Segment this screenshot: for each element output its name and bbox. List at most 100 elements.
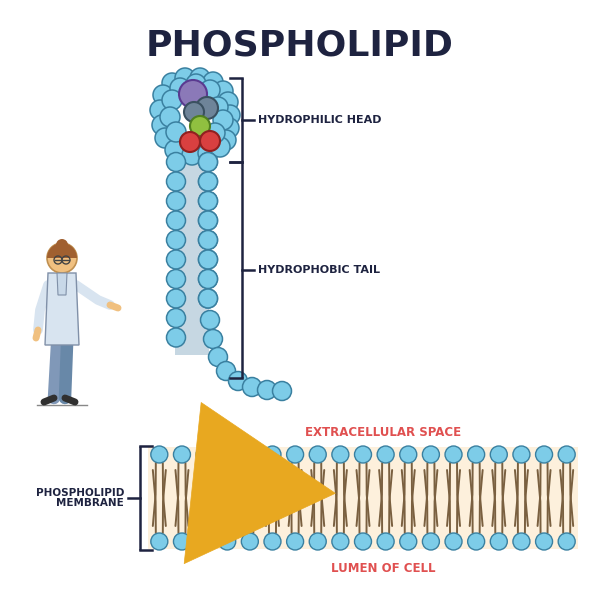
Text: HYDROPHILIC HEAD: HYDROPHILIC HEAD bbox=[258, 115, 382, 125]
Circle shape bbox=[199, 211, 218, 230]
Circle shape bbox=[287, 446, 304, 463]
Circle shape bbox=[264, 446, 281, 463]
Circle shape bbox=[210, 137, 230, 157]
Circle shape bbox=[199, 152, 218, 172]
Circle shape bbox=[167, 328, 185, 347]
Circle shape bbox=[199, 230, 218, 250]
Circle shape bbox=[199, 269, 218, 289]
Circle shape bbox=[165, 140, 185, 160]
Circle shape bbox=[309, 446, 326, 463]
Circle shape bbox=[309, 533, 326, 550]
Circle shape bbox=[167, 152, 185, 172]
Circle shape bbox=[162, 73, 182, 93]
Circle shape bbox=[184, 102, 204, 122]
Circle shape bbox=[167, 230, 185, 250]
Circle shape bbox=[175, 68, 195, 88]
Circle shape bbox=[203, 329, 223, 349]
Polygon shape bbox=[175, 158, 209, 355]
Circle shape bbox=[155, 128, 175, 148]
Circle shape bbox=[264, 533, 281, 550]
Circle shape bbox=[200, 131, 220, 151]
Circle shape bbox=[218, 92, 238, 112]
Circle shape bbox=[558, 533, 575, 550]
Circle shape bbox=[173, 446, 190, 463]
Circle shape bbox=[56, 239, 68, 251]
Circle shape bbox=[196, 533, 213, 550]
Circle shape bbox=[182, 145, 202, 165]
Circle shape bbox=[213, 110, 233, 130]
Circle shape bbox=[167, 211, 185, 230]
Circle shape bbox=[167, 250, 185, 269]
Circle shape bbox=[167, 191, 185, 211]
Circle shape bbox=[513, 533, 530, 550]
Circle shape bbox=[205, 123, 225, 143]
Circle shape bbox=[200, 311, 220, 329]
Circle shape bbox=[332, 533, 349, 550]
Circle shape bbox=[199, 211, 218, 230]
Circle shape bbox=[558, 446, 575, 463]
Circle shape bbox=[167, 269, 185, 289]
Circle shape bbox=[332, 446, 349, 463]
Circle shape bbox=[151, 446, 168, 463]
Circle shape bbox=[272, 382, 292, 401]
Circle shape bbox=[422, 446, 439, 463]
Text: MEMBRANE: MEMBRANE bbox=[56, 498, 124, 508]
Circle shape bbox=[190, 116, 210, 136]
Circle shape bbox=[445, 446, 462, 463]
Circle shape bbox=[490, 533, 507, 550]
Circle shape bbox=[257, 380, 277, 400]
Circle shape bbox=[377, 446, 394, 463]
Circle shape bbox=[213, 81, 233, 101]
Circle shape bbox=[199, 230, 218, 250]
Circle shape bbox=[467, 446, 485, 463]
Circle shape bbox=[180, 132, 200, 152]
Circle shape bbox=[229, 371, 248, 391]
Polygon shape bbox=[148, 447, 578, 549]
Circle shape bbox=[199, 172, 218, 191]
Circle shape bbox=[219, 533, 236, 550]
Circle shape bbox=[217, 361, 235, 380]
Circle shape bbox=[196, 97, 218, 119]
Circle shape bbox=[199, 250, 218, 269]
Circle shape bbox=[153, 85, 173, 105]
Circle shape bbox=[186, 74, 206, 94]
Circle shape bbox=[179, 80, 207, 108]
Circle shape bbox=[200, 80, 220, 100]
Circle shape bbox=[170, 78, 190, 98]
Circle shape bbox=[400, 446, 417, 463]
Circle shape bbox=[219, 118, 239, 138]
Circle shape bbox=[199, 289, 218, 308]
Circle shape bbox=[400, 533, 417, 550]
Circle shape bbox=[166, 122, 186, 142]
Circle shape bbox=[152, 115, 172, 135]
Circle shape bbox=[242, 377, 262, 397]
Circle shape bbox=[198, 143, 218, 163]
Circle shape bbox=[467, 533, 485, 550]
Circle shape bbox=[216, 130, 236, 150]
Text: HYDROPHOBIC TAIL: HYDROPHOBIC TAIL bbox=[258, 265, 380, 275]
Circle shape bbox=[220, 105, 240, 125]
Circle shape bbox=[445, 533, 462, 550]
Circle shape bbox=[536, 533, 553, 550]
Circle shape bbox=[199, 191, 218, 211]
Wedge shape bbox=[47, 243, 77, 258]
Circle shape bbox=[199, 250, 218, 269]
Text: PHOSPHOLIPID: PHOSPHOLIPID bbox=[35, 488, 124, 498]
Circle shape bbox=[490, 446, 507, 463]
Polygon shape bbox=[45, 273, 79, 345]
Circle shape bbox=[203, 72, 223, 92]
Circle shape bbox=[151, 533, 168, 550]
Circle shape bbox=[199, 191, 218, 211]
Text: PHOSPHOLIPID: PHOSPHOLIPID bbox=[146, 28, 454, 62]
Circle shape bbox=[199, 269, 218, 289]
Circle shape bbox=[287, 533, 304, 550]
Circle shape bbox=[355, 446, 371, 463]
Circle shape bbox=[167, 172, 185, 191]
Circle shape bbox=[199, 289, 218, 308]
Circle shape bbox=[167, 289, 185, 308]
Text: LUMEN OF CELL: LUMEN OF CELL bbox=[331, 562, 435, 575]
Circle shape bbox=[150, 100, 170, 120]
Circle shape bbox=[190, 68, 210, 88]
Circle shape bbox=[167, 308, 185, 328]
Circle shape bbox=[241, 533, 259, 550]
